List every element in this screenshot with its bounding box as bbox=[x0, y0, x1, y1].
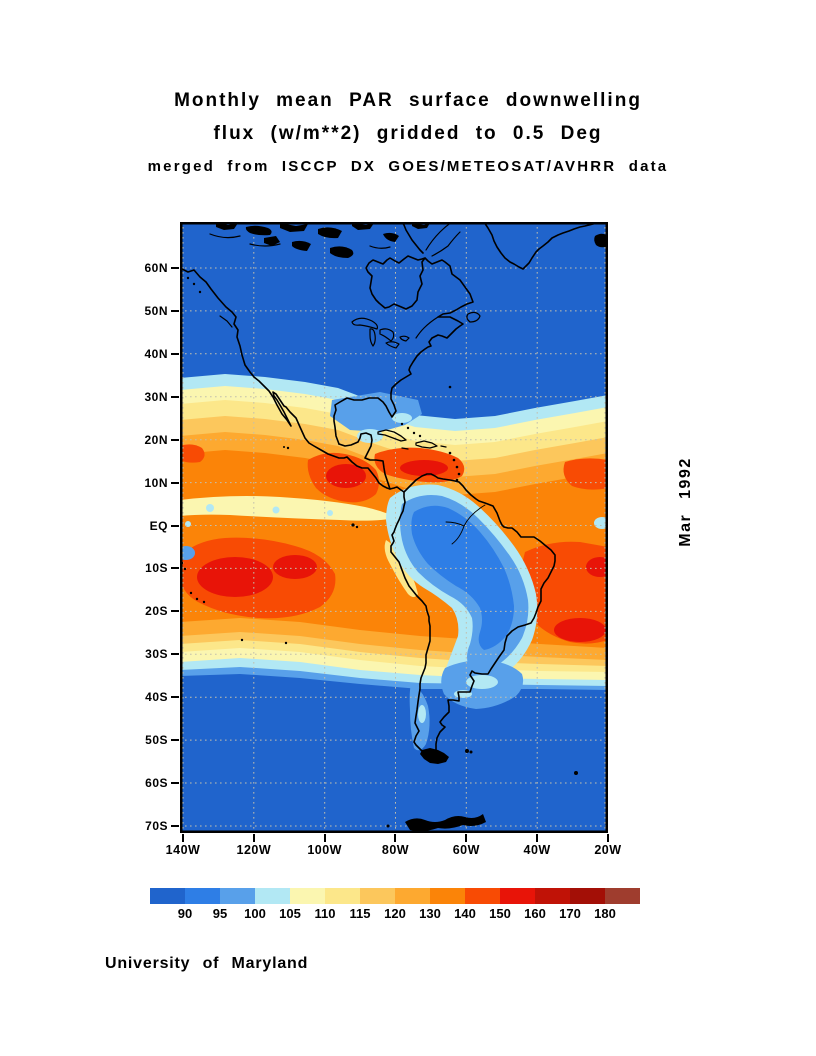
lon-tick-label: 140W bbox=[165, 843, 201, 857]
colorbar-value-label: 180 bbox=[594, 906, 616, 921]
lat-tick-mark bbox=[171, 267, 179, 269]
lat-tick-label: 30S bbox=[145, 647, 168, 662]
colorbar-segment bbox=[500, 888, 535, 904]
chart-title-line2: flux (w/m**2) gridded to 0.5 Deg bbox=[213, 123, 603, 144]
lat-tick-label: 50N bbox=[144, 303, 168, 318]
colorbar-segment bbox=[185, 888, 220, 904]
lat-tick-mark bbox=[171, 438, 179, 441]
colorbar-segment bbox=[290, 888, 325, 904]
lon-tick-mark bbox=[394, 834, 397, 842]
colorbar-segment bbox=[325, 888, 360, 904]
colorbar-value-label: 110 bbox=[314, 906, 336, 921]
lon-tick-mark bbox=[465, 834, 468, 842]
lat-tick-label: 30N bbox=[144, 389, 168, 404]
lon-tick-mark bbox=[536, 834, 539, 842]
lat-tick-label: 10S bbox=[145, 561, 168, 576]
lat-tick-mark bbox=[171, 352, 179, 355]
lat-tick-mark bbox=[171, 653, 179, 656]
islands-land bbox=[180, 222, 608, 832]
colorbar-value-label: 130 bbox=[419, 906, 441, 921]
lat-tick-label: 10N bbox=[144, 475, 168, 490]
lat-tick-mark bbox=[171, 696, 179, 699]
chart-title-line3: merged from ISCCP DX GOES/METEOSAT/AVHRR… bbox=[147, 158, 669, 175]
lat-tick-mark bbox=[171, 481, 179, 484]
colorbar-value-label: 100 bbox=[244, 906, 266, 921]
lon-tick-mark bbox=[252, 834, 255, 842]
colorbar-segment bbox=[570, 888, 605, 904]
lat-tick-label: 50S bbox=[145, 733, 168, 748]
colorbar-value-label: 150 bbox=[489, 906, 511, 921]
lat-tick-label: 60N bbox=[144, 261, 168, 275]
colorbar-value-label: 115 bbox=[349, 906, 371, 921]
lon-tick-mark bbox=[606, 834, 609, 842]
lat-tick-label: 40N bbox=[144, 346, 168, 361]
colorbar-segment bbox=[220, 888, 255, 904]
colorbar-value-label: 160 bbox=[524, 906, 546, 921]
colorbar-labels: 90 95 100 105 110 115 120 130 140 150 160 170 180 bbox=[150, 906, 640, 922]
lat-tick-mark bbox=[171, 395, 179, 398]
lon-tick-mark bbox=[323, 834, 326, 842]
lat-tick-mark bbox=[171, 524, 179, 527]
lon-tick-label: 100W bbox=[307, 843, 342, 857]
colorbar-segment bbox=[535, 888, 570, 904]
lon-tick-mark bbox=[182, 834, 184, 842]
colorbar-value-label: 105 bbox=[279, 906, 301, 921]
colorbar-value-label: 95 bbox=[212, 906, 228, 921]
colorbar-value-label: 120 bbox=[384, 906, 406, 921]
lat-tick-mark bbox=[171, 824, 179, 827]
colorbar-segment bbox=[605, 888, 640, 904]
lat-tick-label: EQ bbox=[149, 518, 168, 533]
lon-tick-label: 120W bbox=[236, 843, 272, 857]
grid-lines bbox=[180, 222, 608, 833]
par-flux-map bbox=[180, 222, 608, 833]
lat-tick-mark bbox=[171, 610, 179, 613]
colorbar-segment bbox=[430, 888, 465, 904]
lat-tick-mark bbox=[171, 782, 179, 785]
colorbar-segment bbox=[150, 888, 185, 904]
colorbar-swatches bbox=[150, 888, 640, 904]
lat-tick-label: 40S bbox=[145, 690, 168, 705]
map-frame: 60N 50N 40N 30N 20N 10N EQ 10S 20S 30S 40S 50S 60S 70… bbox=[144, 222, 621, 857]
date-label: Mar 1992 bbox=[677, 457, 694, 547]
lat-tick-mark bbox=[171, 739, 179, 742]
chart-title-line1: Monthly mean PAR surface downwelling bbox=[174, 90, 642, 111]
lon-tick-label: 20W bbox=[594, 843, 622, 857]
colorbar-segment bbox=[465, 888, 500, 904]
lat-tick-label: 20S bbox=[145, 604, 168, 619]
lon-tick-label: 80W bbox=[381, 843, 410, 857]
colorbar-value-label: 90 bbox=[177, 906, 193, 921]
colorbar-value-label: 140 bbox=[454, 906, 476, 921]
colorbar-value-label: 170 bbox=[559, 906, 581, 921]
colorbar-segment bbox=[360, 888, 395, 904]
lat-tick-label: 60S bbox=[145, 776, 168, 791]
lat-tick-label: 70S bbox=[145, 818, 168, 833]
colorbar-segment bbox=[255, 888, 290, 904]
colorbar-segment bbox=[395, 888, 430, 904]
lat-tick-mark bbox=[171, 567, 179, 570]
map-border bbox=[180, 222, 608, 833]
coastlines bbox=[180, 222, 602, 757]
lon-tick-label: 40W bbox=[523, 843, 551, 857]
lat-tick-label: 20N bbox=[144, 432, 168, 447]
lat-tick-mark bbox=[171, 309, 179, 312]
credit-text: University of Maryland bbox=[105, 955, 309, 972]
lon-tick-label: 60W bbox=[452, 843, 480, 857]
par-field bbox=[180, 222, 608, 833]
